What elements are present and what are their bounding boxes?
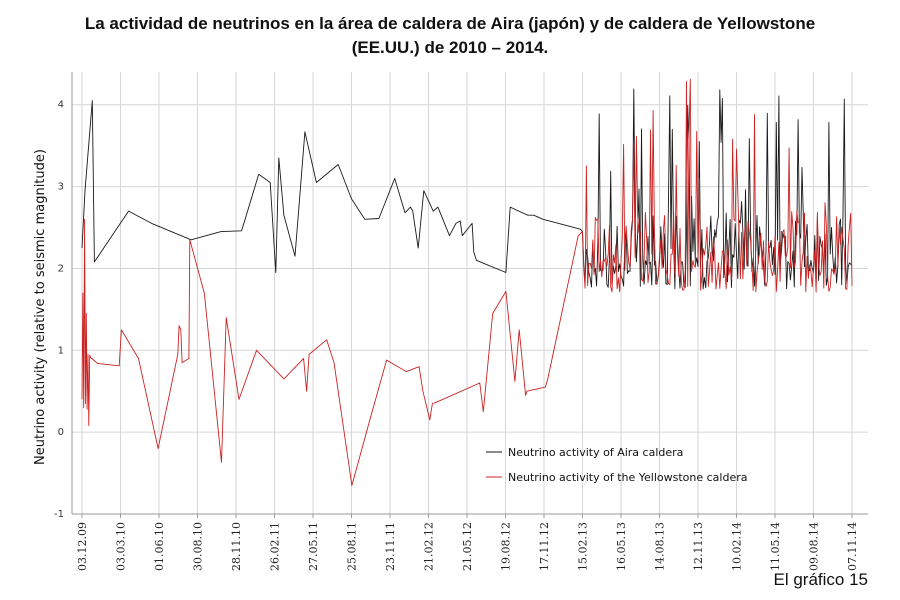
legend-label-aira: Neutrino activity of Aira caldera bbox=[508, 446, 683, 459]
y-axis-label: Neutrino activity (relative to seismic m… bbox=[33, 149, 48, 465]
x-tick-label: 03.12.09 bbox=[76, 522, 89, 571]
legend-label-yellowstone: Neutrino activity of the Yellowstone cal… bbox=[508, 471, 747, 484]
x-tick-label: 01.06.10 bbox=[153, 522, 166, 571]
legend: Neutrino activity of Aira caldera Neutri… bbox=[486, 446, 747, 484]
x-tick-label: 21.02.12 bbox=[423, 522, 436, 571]
chart-title-line2: (EE.UU.) de 2010 – 2014. bbox=[351, 38, 549, 57]
y-tick-label: -1 bbox=[54, 509, 64, 520]
x-tick-label: 28.11.10 bbox=[230, 522, 243, 571]
x-tick-label: 11.05.14 bbox=[769, 522, 782, 571]
axes bbox=[71, 72, 868, 515]
x-tick-label: 27.05.11 bbox=[307, 522, 320, 571]
x-tick-label: 21.05.12 bbox=[461, 522, 474, 571]
series-line-1 bbox=[81, 78, 853, 486]
y-tick-label: 2 bbox=[58, 263, 64, 274]
y-tick-label: 1 bbox=[58, 345, 64, 356]
figure-caption: El gráfico 15 bbox=[773, 570, 869, 589]
y-tick-label: 0 bbox=[58, 427, 64, 438]
chart-title-line1: La actividad de neutrinos en la área de … bbox=[84, 14, 816, 33]
x-tick-labels: 03.12.09 03.03.10 01.06.10 30.08.10 28.11.10… bbox=[76, 522, 859, 571]
grid-lines bbox=[72, 72, 868, 518]
x-tick-label: 14.08.13 bbox=[654, 522, 667, 571]
y-tick-label: 3 bbox=[58, 182, 64, 193]
x-tick-label: 17.11.12 bbox=[538, 522, 551, 571]
x-tick-label: 30.08.10 bbox=[192, 522, 205, 571]
x-tick-label: 03.03.10 bbox=[115, 522, 128, 571]
x-tick-label: 26.02.11 bbox=[269, 522, 282, 571]
x-tick-label: 07.11.14 bbox=[846, 522, 859, 571]
chart-title: La actividad de neutrinos en la área de … bbox=[0, 12, 900, 60]
y-tick-label: 4 bbox=[58, 100, 64, 111]
x-tick-label: 16.05.13 bbox=[615, 522, 628, 571]
y-tick-labels: -1 0 1 2 3 4 bbox=[54, 100, 64, 520]
x-tick-label: 23.11.11 bbox=[384, 522, 397, 571]
x-tick-label: 09.08.14 bbox=[808, 522, 821, 571]
x-tick-label: 19.08.12 bbox=[500, 522, 513, 571]
x-tick-label: 15.02.13 bbox=[577, 522, 590, 571]
plot-area bbox=[81, 78, 853, 486]
x-tick-label: 12.11.13 bbox=[692, 522, 705, 571]
x-tick-label: 25.08.11 bbox=[346, 522, 359, 571]
x-tick-label: 10.02.14 bbox=[731, 522, 744, 571]
